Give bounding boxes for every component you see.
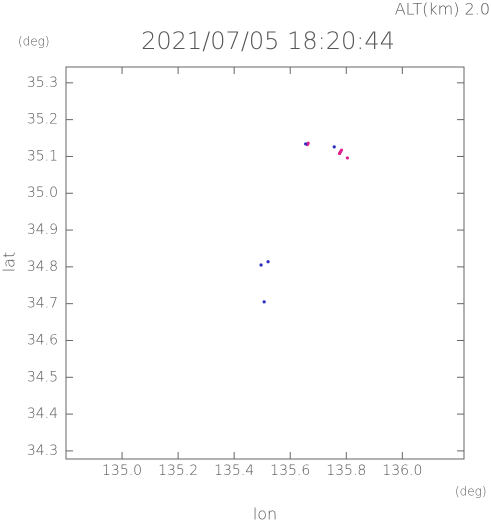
x-tick-label: 135.6 (270, 463, 310, 479)
chart-title: 2021/07/05 18:20:44 (141, 27, 395, 55)
plot-frame (65, 66, 465, 460)
y-tick-label: 34.8 (27, 259, 58, 275)
point (262, 300, 266, 304)
x-tick-label: 135.8 (326, 463, 366, 479)
y-tick-label: 34.6 (27, 332, 58, 348)
y-tick-label: 34.7 (27, 296, 58, 312)
y-tick-label: 34.4 (27, 406, 58, 422)
y-tick-label: 34.5 (27, 369, 58, 385)
y-tick-label: 35.0 (27, 185, 58, 201)
point (266, 260, 270, 264)
y-tick-label: 35.3 (27, 75, 58, 91)
x-tick-label: 136.0 (382, 463, 422, 479)
y-tick-label: 34.9 (27, 222, 58, 238)
point (339, 148, 344, 152)
point (345, 156, 350, 160)
y-tick-label: 35.2 (27, 112, 58, 128)
x-tick-label: 135.2 (158, 463, 198, 479)
y-tick-label: 35.1 (27, 148, 58, 164)
x-axis-label: lon (253, 505, 277, 521)
y-axis-label: lat (0, 252, 19, 273)
point (306, 141, 310, 145)
y-tick-label: 34.3 (27, 443, 58, 459)
point (337, 151, 342, 156)
point (304, 142, 308, 146)
x-tick-label: 135.4 (214, 463, 254, 479)
x-unit: (deg) (455, 485, 487, 499)
y-unit: (deg) (18, 35, 50, 49)
altitude-label: ALT(km) 2.0 (395, 0, 490, 19)
point (332, 145, 336, 149)
x-tick-label: 135.0 (102, 463, 142, 479)
point (259, 263, 263, 267)
